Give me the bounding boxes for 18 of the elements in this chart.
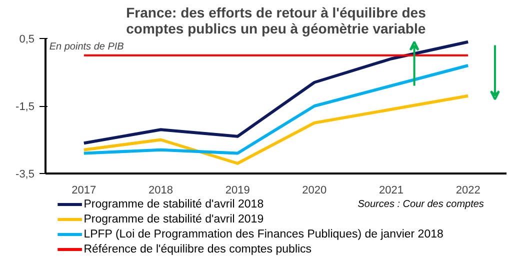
line-series — [82, 64, 470, 155]
x-tick-label: 2019 — [225, 184, 250, 196]
x-tick-label: 2017 — [72, 184, 96, 196]
legend-label: Programme de stabilité d'avril 2019 — [84, 214, 264, 226]
line-series — [82, 94, 470, 165]
x-tick-label: 2020 — [302, 184, 327, 196]
y-tick-label: 0,5 — [19, 34, 35, 46]
x-tick-label: 2021 — [379, 184, 404, 196]
x-tick-label: 2018 — [148, 184, 173, 196]
annotation: En points de PIB — [49, 42, 124, 52]
y-tick-label: -3,5 — [16, 168, 35, 180]
source-note: Sources : Cour des comptes — [358, 199, 484, 210]
legend-label: Référence de l'équilibre des comptes publics — [84, 244, 312, 256]
chart-title: France: des efforts de retour à l'équilibre des comptes publics un peu à géomètrie variable — [126, 4, 426, 36]
legend-label: LPFP (Loi de Programmation des Finances Publiques) de janvier 2018 — [84, 228, 444, 240]
y-tick-label: -1,5 — [16, 101, 35, 113]
legend-label: Programme de stabilité d'avril 2018 — [84, 198, 264, 210]
x-tick-label: 2022 — [456, 184, 480, 196]
